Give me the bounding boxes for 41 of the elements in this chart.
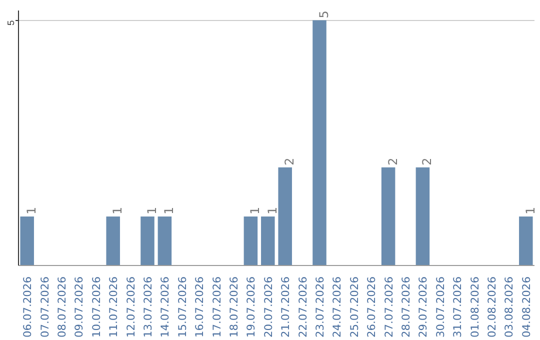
x-tick-label: 08.07.2026 [56,276,68,338]
x-tick-label: 11.07.2026 [107,276,120,338]
x-tick-label: 02.08.2026 [486,276,498,338]
data-label: 1 [523,206,538,214]
data-label: 1 [248,206,262,214]
x-tick-label: 22.07.2026 [296,276,310,338]
x-tick-label: 28.07.2026 [400,276,412,338]
data-label: 1 [110,206,125,214]
data-label: 2 [386,158,400,166]
x-tick-label: 01.08.2026 [468,276,482,338]
data-label: 2 [282,158,297,166]
x-tick-label: 06.07.2026 [21,276,34,338]
x-tick-label: 19.07.2026 [244,276,258,338]
x-tick-label: 31.07.2026 [451,276,464,338]
x-tick-label: 30.07.2026 [434,276,447,338]
x-tick-label: 27.07.2026 [382,276,396,338]
x-tick-label: 10.07.2026 [90,276,103,338]
data-label: 1 [162,206,176,214]
data-label: 1 [24,206,39,214]
data-label: 1 [145,206,159,214]
x-tick-label: 17.07.2026 [210,276,224,338]
x-tick-label: 15.07.2026 [176,276,189,338]
x-tick-label: 29.07.2026 [416,276,430,338]
x-tick-label: 09.07.2026 [72,276,86,338]
x-tick-label: 21.07.2026 [279,276,292,338]
x-tick-label: 03.08.2026 [502,276,516,338]
data-label: 2 [420,158,434,166]
x-tick-label: 18.07.2026 [228,276,240,338]
x-tick-label: 12.07.2026 [124,276,138,338]
x-tick-label: 26.07.2026 [365,276,378,338]
x-tick-label: 20.07.2026 [262,276,275,338]
x-tick-label: 16.07.2026 [193,276,206,338]
x-tick-label: 07.07.2026 [38,276,52,338]
x-tick-label: 23.07.2026 [314,276,326,338]
x-tick-label: 24.07.2026 [330,276,344,338]
x-tick-label: 04.08.2026 [520,276,533,338]
x-tick-label: 14.07.2026 [158,276,172,338]
x-tick-label: 13.07.2026 [142,276,154,338]
data-label: 5 [317,10,331,18]
data-label: 1 [265,206,280,214]
x-tick-label: 25.07.2026 [348,276,361,338]
